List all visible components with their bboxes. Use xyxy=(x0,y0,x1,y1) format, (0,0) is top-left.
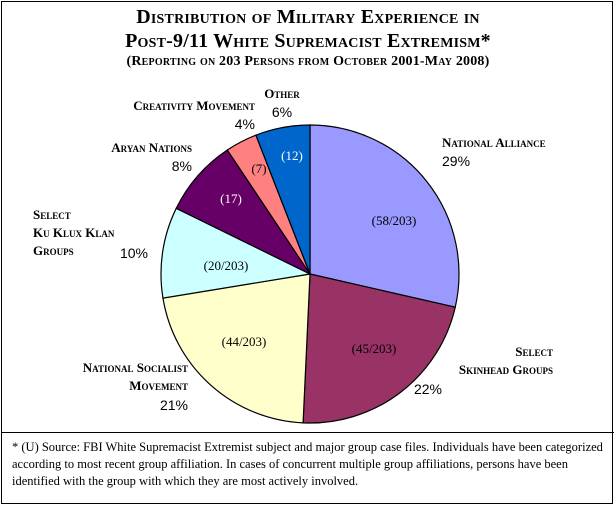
slice-percent-label: 4% xyxy=(235,116,255,132)
slice-category-label: Creativity Movement xyxy=(133,98,255,113)
chart-subtitle: (Reporting on 203 Persons from October 2… xyxy=(126,54,490,69)
footnote: * (U) Source: FBI White Supremacist Extr… xyxy=(12,440,603,488)
slice-count-label: (20/203) xyxy=(204,258,249,273)
slice-count-label: (17) xyxy=(220,191,242,206)
pie-slice-3 xyxy=(160,207,312,299)
slice-category-label: Skinhead Groups xyxy=(459,362,553,377)
pie-slice-0 xyxy=(309,124,460,308)
slice-count-label: (7) xyxy=(251,161,266,176)
pie-slice-2 xyxy=(162,273,311,424)
slice-category-label: Groups xyxy=(33,243,74,258)
slice-count-label: (12) xyxy=(281,148,303,163)
slice-count-label: (58/203) xyxy=(372,213,417,228)
pie-slice-1 xyxy=(302,273,456,424)
chart-title-line1: Distribution of Military Experience in xyxy=(136,6,480,28)
slice-percent-label: 6% xyxy=(272,104,292,120)
slice-count-label: (45/203) xyxy=(352,341,397,356)
slice-category-label: Other xyxy=(264,86,300,101)
slice-percent-label: 8% xyxy=(172,158,192,174)
slice-category-label: Select xyxy=(515,344,553,359)
slice-category-label: Movement xyxy=(129,378,188,393)
slice-category-label: Aryan Nations xyxy=(111,140,192,155)
slice-percent-label: 29% xyxy=(442,153,470,169)
pie-slice-6 xyxy=(255,124,311,275)
slice-category-label: National Socialist xyxy=(83,360,188,375)
slice-percent-label: 21% xyxy=(160,397,188,413)
slice-category-label: Select xyxy=(33,207,71,222)
footnote-divider xyxy=(2,432,614,433)
slice-percent-label: 22% xyxy=(414,381,442,397)
chart-title-line2: Post-9/11 White Supremacist Extremism* xyxy=(125,30,491,52)
slice-percent-label: 10% xyxy=(120,245,148,261)
slice-category-label: Ku Klux Klan xyxy=(33,225,115,240)
slice-count-label: (44/203) xyxy=(222,334,267,349)
pie-chart: (58/203) National Alliance 29% (45/203) Sele… xyxy=(33,86,553,424)
slice-category-label: National Alliance xyxy=(442,135,546,150)
